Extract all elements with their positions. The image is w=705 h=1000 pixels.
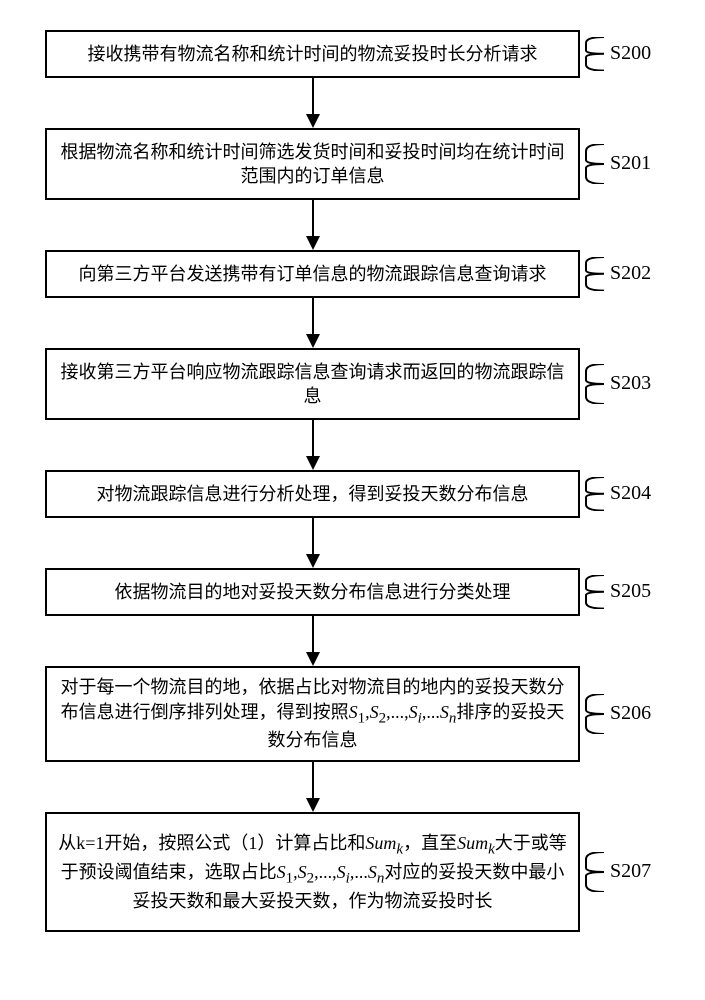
arrow-head-S204-S205 xyxy=(306,554,320,568)
flow-node-S206: 对于每一个物流目的地，依据占比对物流目的地内的妥投天数分布信息进行倒序排列处理，… xyxy=(45,666,580,762)
flow-node-text: 从k=1开始，按照公式（1）计算占比和Sumk，直至Sumk大于或等于预设阈值结… xyxy=(55,831,570,913)
flow-node-S205: 依据物流目的地对妥投天数分布信息进行分类处理 xyxy=(45,568,580,616)
arrow-S206-S207 xyxy=(312,762,314,798)
flow-node-S201: 根据物流名称和统计时间筛选发货时间和妥投时间均在统计时间范围内的订单信息 xyxy=(45,128,580,200)
arrow-S200-S201 xyxy=(312,78,314,114)
flow-node-text: 对于每一个物流目的地，依据占比对物流目的地内的妥投天数分布信息进行倒序排列处理，… xyxy=(55,675,570,752)
brace-S200 xyxy=(584,37,606,71)
flow-node-S204: 对物流跟踪信息进行分析处理，得到妥投天数分布信息 xyxy=(45,470,580,518)
step-label-S202: S202 xyxy=(610,262,651,285)
brace-S203 xyxy=(584,364,606,404)
arrow-S201-S202 xyxy=(312,200,314,236)
step-label-S207: S207 xyxy=(610,860,651,883)
arrow-head-S202-S203 xyxy=(306,334,320,348)
arrow-head-S206-S207 xyxy=(306,798,320,812)
flow-node-text: 向第三方平台发送携带有订单信息的物流跟踪信息查询请求 xyxy=(79,262,547,286)
arrow-head-S203-S204 xyxy=(306,456,320,470)
brace-S205 xyxy=(584,575,606,609)
flow-node-S203: 接收第三方平台响应物流跟踪信息查询请求而返回的物流跟踪信息 xyxy=(45,348,580,420)
flow-node-text: 根据物流名称和统计时间筛选发货时间和妥投时间均在统计时间范围内的订单信息 xyxy=(55,140,570,189)
step-label-S200: S200 xyxy=(610,42,651,65)
flow-node-S202: 向第三方平台发送携带有订单信息的物流跟踪信息查询请求 xyxy=(45,250,580,298)
arrow-S205-S206 xyxy=(312,616,314,652)
step-label-S204: S204 xyxy=(610,482,651,505)
flow-node-text: 接收携带有物流名称和统计时间的物流妥投时长分析请求 xyxy=(88,42,538,66)
arrow-head-S205-S206 xyxy=(306,652,320,666)
flow-node-S207: 从k=1开始，按照公式（1）计算占比和Sumk，直至Sumk大于或等于预设阈值结… xyxy=(45,812,580,932)
arrow-S204-S205 xyxy=(312,518,314,554)
arrow-S203-S204 xyxy=(312,420,314,456)
step-label-S203: S203 xyxy=(610,372,651,395)
arrow-S202-S203 xyxy=(312,298,314,334)
brace-S202 xyxy=(584,257,606,291)
flow-node-text: 依据物流目的地对妥投天数分布信息进行分类处理 xyxy=(115,580,511,604)
flow-node-S200: 接收携带有物流名称和统计时间的物流妥投时长分析请求 xyxy=(45,30,580,78)
arrow-head-S201-S202 xyxy=(306,236,320,250)
arrow-head-S200-S201 xyxy=(306,114,320,128)
step-label-S206: S206 xyxy=(610,702,651,725)
flow-node-text: 接收第三方平台响应物流跟踪信息查询请求而返回的物流跟踪信息 xyxy=(55,360,570,409)
brace-S206 xyxy=(584,694,606,734)
brace-S207 xyxy=(584,852,606,892)
flow-node-text: 对物流跟踪信息进行分析处理，得到妥投天数分布信息 xyxy=(97,482,529,506)
brace-S204 xyxy=(584,477,606,511)
step-label-S201: S201 xyxy=(610,152,651,175)
brace-S201 xyxy=(584,144,606,184)
flowchart-canvas: 接收携带有物流名称和统计时间的物流妥投时长分析请求 S200 根据物流名称和统计时间… xyxy=(0,0,705,1000)
step-label-S205: S205 xyxy=(610,580,651,603)
